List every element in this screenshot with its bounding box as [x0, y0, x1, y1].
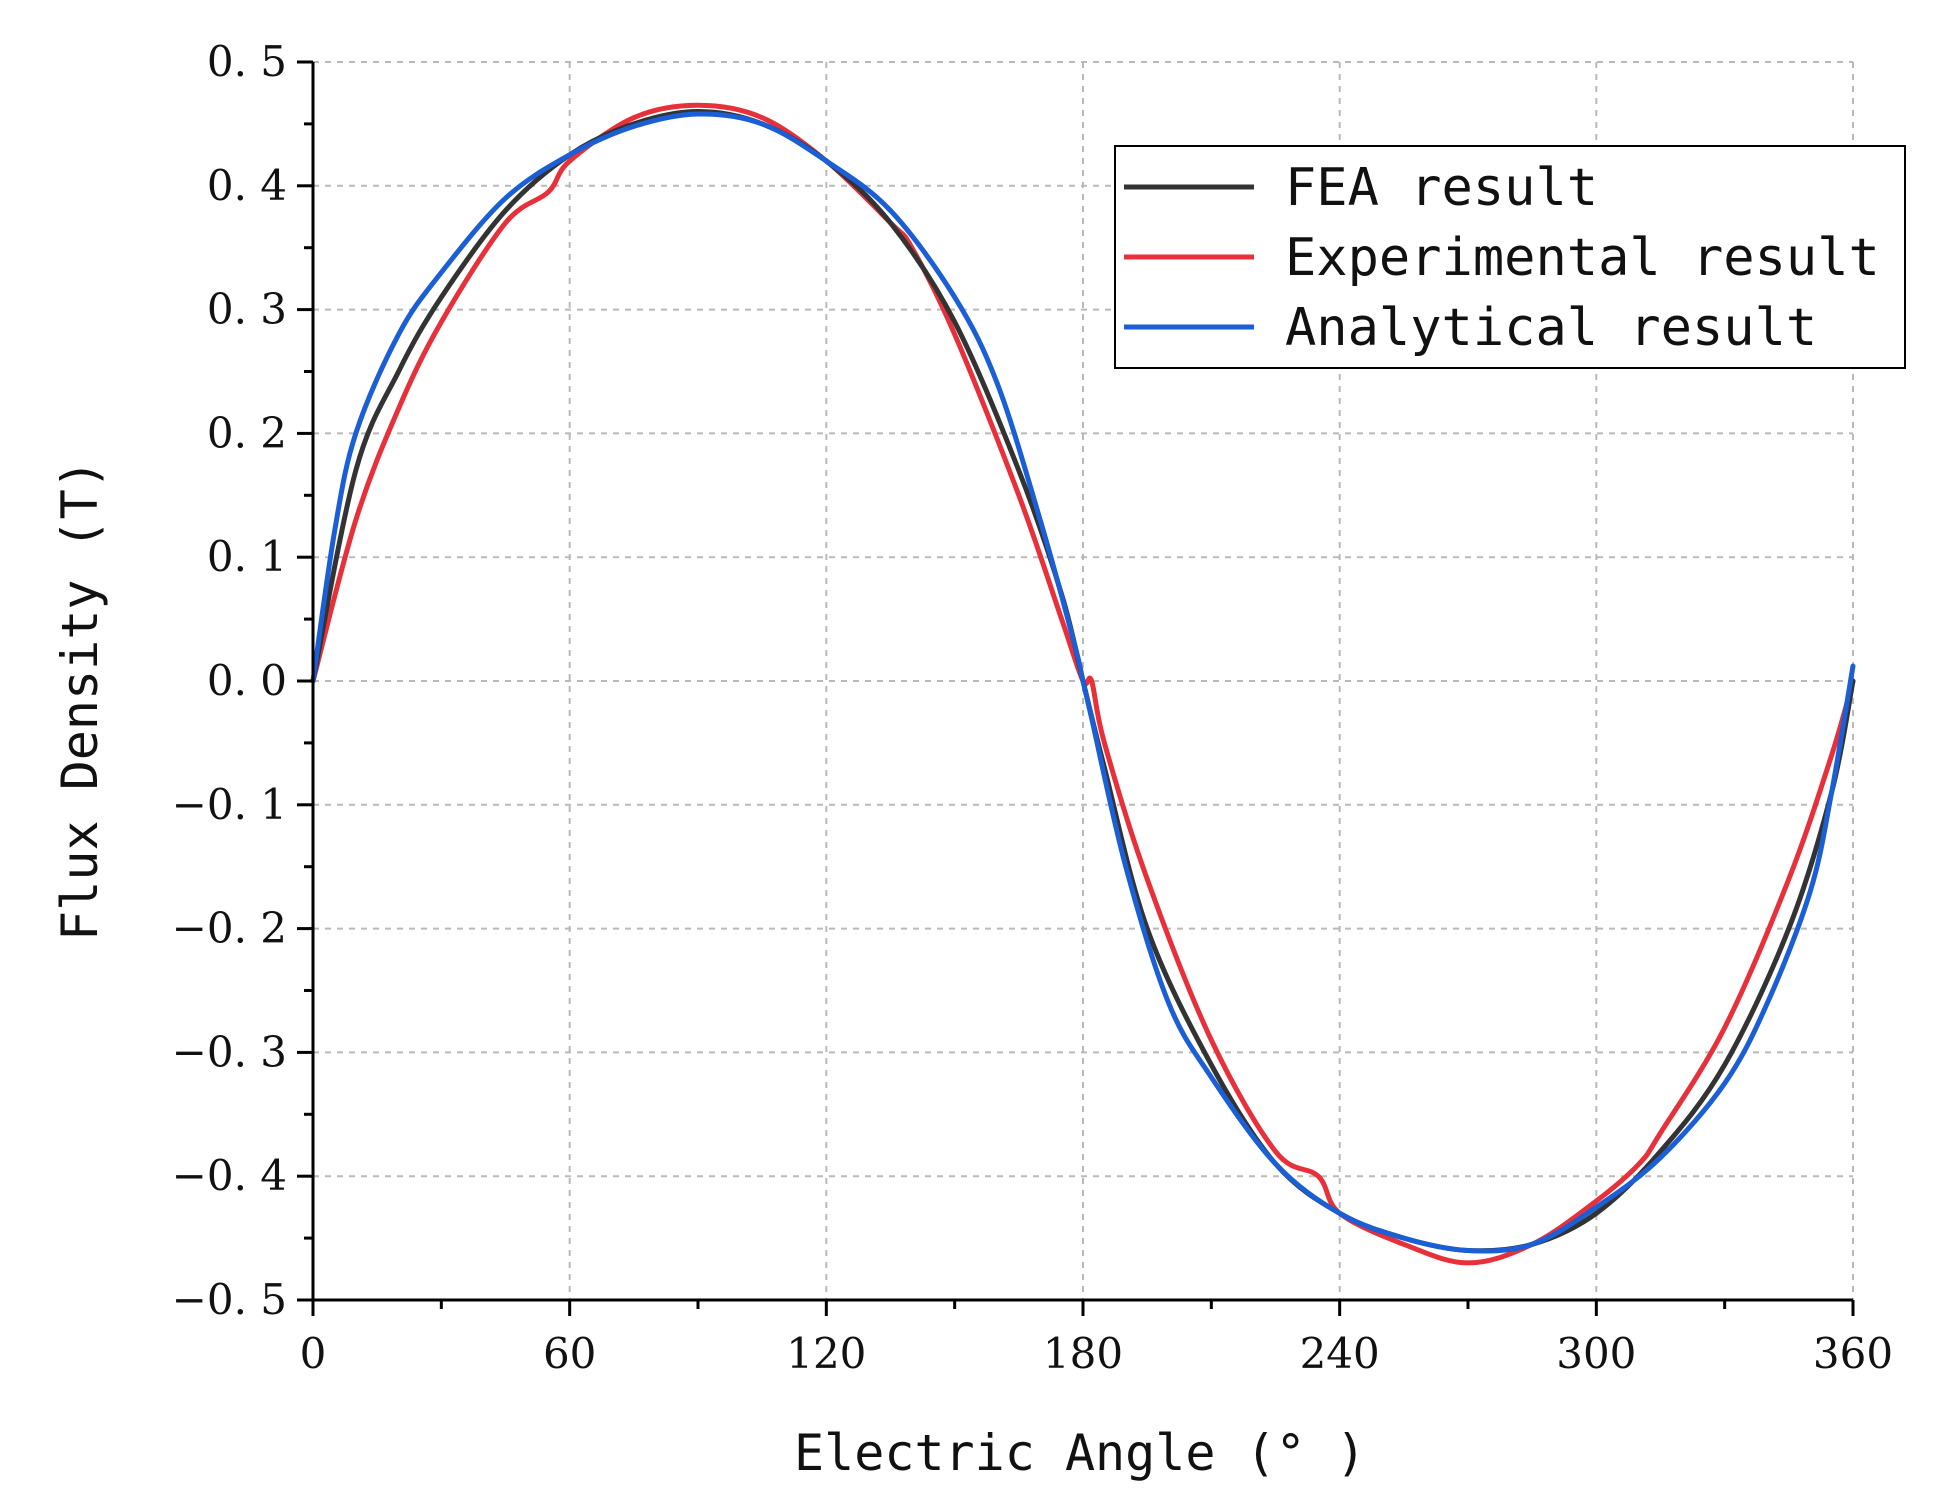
- x-tick-label: 300: [1556, 1329, 1636, 1378]
- y-tick-label: −0. 3: [172, 1027, 287, 1076]
- legend-label: FEA result: [1285, 158, 1598, 218]
- legend-label: Experimental result: [1285, 228, 1880, 288]
- y-tick-label: 0. 3: [207, 285, 287, 334]
- legend-label: Analytical result: [1285, 298, 1817, 358]
- series-line-experimental-result: [310, 102, 1856, 1266]
- legend: FEA result Experimental result Analytical …: [1114, 145, 1906, 369]
- y-tick-label: 0. 1: [207, 532, 287, 581]
- y-tick-label: 0. 5: [207, 37, 287, 86]
- y-tick-label: −0. 2: [172, 904, 287, 953]
- x-tick-label: 0: [300, 1329, 327, 1378]
- y-tick-label: −0. 4: [172, 1151, 287, 1200]
- y-tick-label: −0. 1: [172, 780, 287, 829]
- y-tick-label: 0. 4: [207, 161, 287, 210]
- series-lines: [310, 102, 1856, 1266]
- x-tick-label: 120: [786, 1329, 866, 1378]
- y-tick-label: 0. 2: [207, 408, 287, 457]
- y-tick-label: −0. 5: [172, 1275, 287, 1324]
- legend-items: FEA result Experimental result Analytical …: [1124, 158, 1880, 358]
- x-tick-label: 240: [1300, 1329, 1380, 1378]
- tick-labels: 0. 5 0. 4 0. 3 0. 2 0. 1 0. 0 −0. 1 −0. 2 −0. 3 −…: [172, 37, 1893, 1378]
- y-tick-label: 0. 0: [207, 656, 287, 705]
- axes: [297, 60, 1855, 1316]
- y-axis-title: Flux Density (T): [51, 459, 109, 941]
- series-line-analytical-result: [310, 111, 1856, 1254]
- x-axis-title: Electric Angle (° ): [794, 1424, 1366, 1482]
- x-tick-label: 60: [543, 1329, 596, 1378]
- x-tick-label: 360: [1813, 1329, 1893, 1378]
- x-tick-label: 180: [1043, 1329, 1123, 1378]
